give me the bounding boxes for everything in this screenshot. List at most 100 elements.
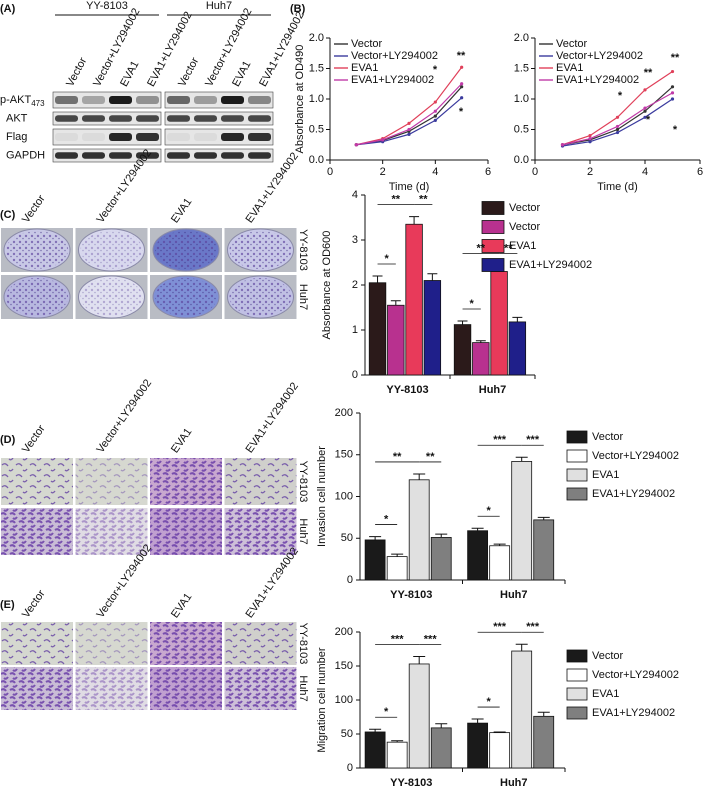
x-tick-label: 4 xyxy=(642,166,648,178)
cell-line-label: Huh7 xyxy=(297,518,309,544)
y-tick-label: 0.5 xyxy=(514,123,529,135)
y-tick-label: 50 xyxy=(341,728,353,740)
blot-strip xyxy=(52,91,162,109)
micrograph-cells xyxy=(224,667,297,710)
blot-strip xyxy=(164,148,274,163)
panel-label: (E) xyxy=(0,599,15,611)
blot-strip xyxy=(164,111,274,126)
significance: * xyxy=(486,696,491,708)
blot-band xyxy=(221,133,244,141)
significance: * xyxy=(673,124,678,136)
blot-band xyxy=(136,133,159,141)
lane-label: Vector+LY294002 xyxy=(95,377,155,455)
error-bar xyxy=(409,216,420,225)
significance: ** xyxy=(504,243,513,255)
y-tick-label: 150 xyxy=(335,449,353,461)
blot-band xyxy=(248,96,271,104)
point xyxy=(615,124,620,129)
point xyxy=(460,96,464,100)
y-tick-label: 2.0 xyxy=(309,32,324,44)
micrograph-cells xyxy=(1,458,73,505)
legend-swatch xyxy=(566,449,588,463)
legend-label: Vector xyxy=(509,221,541,233)
panel-label: (B) xyxy=(290,3,306,15)
x-tick-label: 6 xyxy=(485,166,491,178)
legend-swatch xyxy=(481,201,505,215)
lane-label: Vector xyxy=(20,588,48,621)
micrograph-cells xyxy=(224,622,297,665)
significance: * xyxy=(385,253,390,265)
y-tick-label: 2.0 xyxy=(514,32,529,44)
lane-label: EVA1 xyxy=(169,426,194,455)
point xyxy=(354,143,358,147)
blot-strip xyxy=(164,128,274,146)
bar xyxy=(423,280,442,376)
blot-band xyxy=(55,115,78,122)
micrograph-cells xyxy=(224,458,297,505)
blot-band xyxy=(194,115,217,122)
micrograph-cells xyxy=(75,667,148,710)
cell-line-label: Huh7 xyxy=(297,284,309,310)
lane-label: Vector xyxy=(176,55,201,88)
bar xyxy=(386,741,408,769)
error-bar xyxy=(391,740,404,743)
legend-label: EVA1 xyxy=(592,688,619,700)
lane-label: EVA1+LY294002 xyxy=(244,380,301,455)
legend-label: EVA1 xyxy=(592,469,619,481)
point xyxy=(670,85,675,89)
y-tick-label: 0 xyxy=(347,762,353,774)
x-tick-label: 0 xyxy=(532,166,538,178)
y-axis-title: Absorbance at OD600 xyxy=(321,231,333,340)
blot-band xyxy=(109,96,132,104)
y-tick-label: 50 xyxy=(341,532,353,544)
blot-strip xyxy=(52,128,162,146)
significance: *** xyxy=(526,621,540,633)
point xyxy=(643,109,647,113)
x-tick-label: 4 xyxy=(432,166,438,178)
y-tick-label: 0 xyxy=(352,369,358,381)
legend-label: Vector xyxy=(556,38,588,50)
point xyxy=(407,121,411,125)
micrograph-cells xyxy=(1,622,73,665)
bar xyxy=(533,715,555,769)
error-bar xyxy=(391,553,404,557)
x-tick-label: YY-8103 xyxy=(386,384,428,396)
legend-label: EVA1 xyxy=(556,62,583,74)
micrograph-cells xyxy=(150,458,222,505)
y-tick-label: 1.5 xyxy=(309,62,324,74)
blot-strip xyxy=(52,111,162,126)
error-bar xyxy=(390,300,401,306)
legend-label: EVA1 xyxy=(351,62,378,74)
bar xyxy=(472,342,490,376)
legend-label: Vector xyxy=(509,202,541,214)
error-bar xyxy=(515,456,528,462)
colony-dots xyxy=(80,231,143,269)
significance: * xyxy=(646,114,651,126)
legend-label: EVA1 xyxy=(509,240,536,252)
panel-label: (D) xyxy=(0,434,16,446)
colony-dots xyxy=(155,231,217,269)
bar xyxy=(430,727,452,769)
blot-band xyxy=(55,133,78,141)
significance: ** xyxy=(392,194,401,206)
error-bar xyxy=(493,543,506,546)
y-tick-label: 0 xyxy=(347,574,353,586)
point xyxy=(460,65,464,69)
error-bar xyxy=(435,533,448,538)
bar xyxy=(533,519,555,581)
y-axis-title: Invasion cell number xyxy=(316,446,328,547)
y-tick-label: 1.0 xyxy=(309,93,324,105)
legend-label: Vector xyxy=(592,431,624,443)
point xyxy=(643,115,647,119)
blot-band xyxy=(221,115,244,122)
legend-label: EVA1+LY294002 xyxy=(592,488,675,500)
y-axis-title: Migration cell number xyxy=(316,647,328,752)
cell-line-label: YY-8103 xyxy=(297,461,309,503)
micrograph-cells xyxy=(75,622,148,665)
row-label-sub: 473 xyxy=(31,99,45,108)
error-bar xyxy=(435,723,448,728)
point xyxy=(615,115,620,119)
lane-label: EVA1+LY294002 xyxy=(244,545,301,620)
micrograph-cells xyxy=(150,667,222,710)
colony-dots xyxy=(6,231,68,269)
